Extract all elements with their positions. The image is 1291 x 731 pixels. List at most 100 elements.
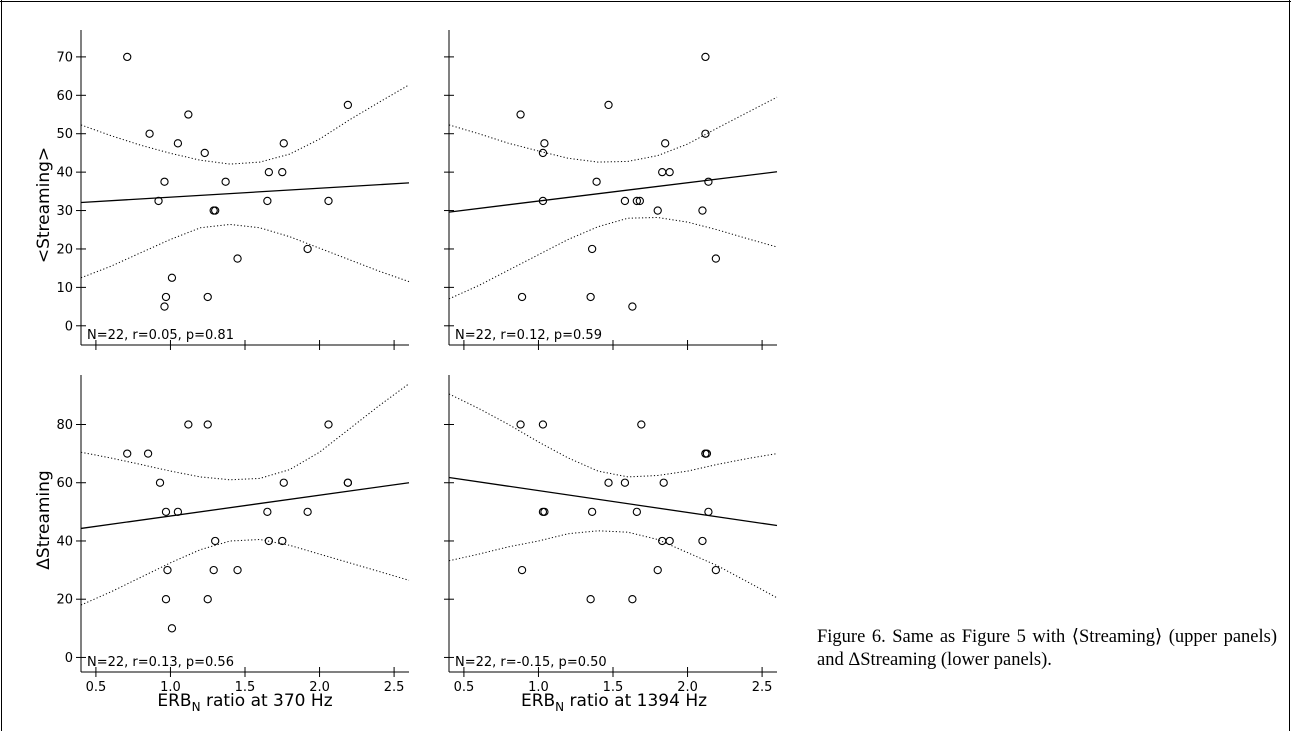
data-point bbox=[163, 565, 172, 575]
x-tick-label: 1.5 bbox=[603, 680, 624, 695]
data-point bbox=[620, 196, 630, 206]
data-point bbox=[233, 565, 242, 575]
data-point bbox=[145, 129, 154, 138]
data-point bbox=[586, 595, 595, 604]
data-point bbox=[653, 206, 662, 215]
data-point bbox=[587, 244, 597, 254]
xlabel-right-main: ERB bbox=[521, 691, 555, 711]
stats-annotation: N=22, r=0.13, p=0.56 bbox=[87, 655, 234, 670]
data-point bbox=[279, 478, 288, 487]
data-point bbox=[632, 507, 642, 517]
ci-lower-curve bbox=[448, 530, 778, 599]
x-tick-label: 0.5 bbox=[86, 680, 107, 695]
ci-upper-curve bbox=[448, 96, 778, 163]
regression-line bbox=[448, 171, 778, 213]
data-point bbox=[517, 565, 527, 575]
data-point bbox=[604, 478, 613, 487]
data-point bbox=[324, 196, 333, 206]
x-tick-label: 2.0 bbox=[677, 680, 698, 695]
data-point bbox=[200, 148, 209, 158]
xlabel-right: ERBN ratio at 1394 Hz bbox=[521, 691, 707, 714]
data-point bbox=[123, 449, 132, 458]
y-tick-label: 20 bbox=[56, 242, 73, 257]
data-point bbox=[167, 273, 177, 282]
data-point bbox=[635, 196, 644, 206]
data-point bbox=[658, 167, 667, 177]
xlabel-right-rest: ratio at 1394 Hz bbox=[564, 691, 707, 711]
data-point bbox=[538, 148, 548, 158]
ci-lower-curve bbox=[448, 216, 778, 300]
ci-lower-curve bbox=[80, 223, 410, 283]
xlabel-left: ERBN ratio at 370 Hz bbox=[157, 691, 332, 714]
data-point bbox=[592, 177, 601, 186]
y-tick-label: 10 bbox=[56, 281, 73, 296]
y-tick-label: 20 bbox=[56, 593, 73, 608]
data-point bbox=[711, 565, 721, 575]
data-point bbox=[704, 177, 713, 186]
x-tick-label: 1.0 bbox=[528, 680, 549, 695]
data-point bbox=[203, 292, 212, 302]
data-point bbox=[586, 292, 595, 302]
data-point bbox=[538, 196, 548, 206]
y-tick-label: 80 bbox=[56, 418, 73, 433]
data-point bbox=[221, 177, 230, 186]
data-point bbox=[173, 507, 183, 517]
stats-annotation: N=22, r=-0.15, p=0.50 bbox=[455, 655, 607, 670]
y-tick-label: 60 bbox=[56, 89, 73, 104]
y-tick-label: 40 bbox=[56, 166, 73, 181]
y-tick-label: 0 bbox=[65, 319, 73, 334]
panel-lower-right: 0.5 1.0 1.5 2.0 2.5 N=22, r=-0.15, p=0.50 bbox=[444, 375, 778, 695]
x-tick-label: 1.0 bbox=[160, 680, 181, 695]
data-point bbox=[184, 110, 193, 119]
data-point bbox=[653, 565, 662, 575]
data-point bbox=[160, 302, 169, 311]
regression-line bbox=[448, 476, 778, 527]
data-point bbox=[203, 595, 212, 604]
data-point bbox=[698, 206, 707, 215]
data-point bbox=[517, 292, 527, 302]
xlabel-right-sub: N bbox=[555, 700, 564, 714]
data-point bbox=[701, 52, 710, 62]
data-point bbox=[632, 196, 642, 206]
data-point bbox=[665, 167, 674, 177]
ci-upper-curve bbox=[448, 393, 778, 478]
data-point bbox=[173, 139, 183, 148]
data-point bbox=[604, 100, 613, 110]
data-point bbox=[343, 100, 353, 110]
regression-line bbox=[80, 482, 410, 530]
x-tick-label: 2.5 bbox=[752, 680, 773, 695]
regression-line bbox=[80, 182, 410, 204]
data-point bbox=[661, 139, 670, 148]
y-tick-label: 70 bbox=[56, 50, 73, 65]
ylabel-top: <Streaming> bbox=[34, 147, 54, 263]
data-point bbox=[264, 536, 274, 546]
panel-upper-left: 0 10 20 30 40 50 60 70 N=22, r=0.05, p=0.81 bbox=[56, 30, 410, 350]
data-point bbox=[143, 449, 153, 458]
data-point bbox=[303, 507, 312, 517]
y-tick-label: 0 bbox=[65, 651, 73, 666]
ci-upper-curve bbox=[80, 84, 410, 165]
panel-lower-left: 0.5 1.0 1.5 2.0 2.5 0 20 40 60 80 N=22, r=0.13, p=… bbox=[56, 375, 410, 695]
data-point bbox=[211, 536, 220, 546]
data-point bbox=[540, 507, 549, 517]
y-tick-label: 50 bbox=[56, 127, 73, 142]
stats-annotation: N=22, r=0.12, p=0.59 bbox=[455, 328, 602, 343]
data-point bbox=[263, 196, 272, 206]
data-point bbox=[154, 196, 163, 206]
data-point bbox=[209, 565, 218, 575]
data-point bbox=[161, 595, 171, 604]
data-point bbox=[711, 254, 721, 263]
data-point bbox=[324, 420, 333, 429]
data-point bbox=[343, 478, 353, 487]
data-point bbox=[516, 110, 525, 119]
data-point bbox=[233, 254, 242, 263]
data-point bbox=[303, 244, 312, 254]
data-point bbox=[587, 507, 597, 517]
xlabel-left-main: ERB bbox=[157, 691, 191, 711]
data-point bbox=[659, 478, 668, 487]
x-tick-label: 2.0 bbox=[309, 680, 330, 695]
data-point bbox=[704, 507, 713, 517]
data-point bbox=[211, 206, 220, 215]
